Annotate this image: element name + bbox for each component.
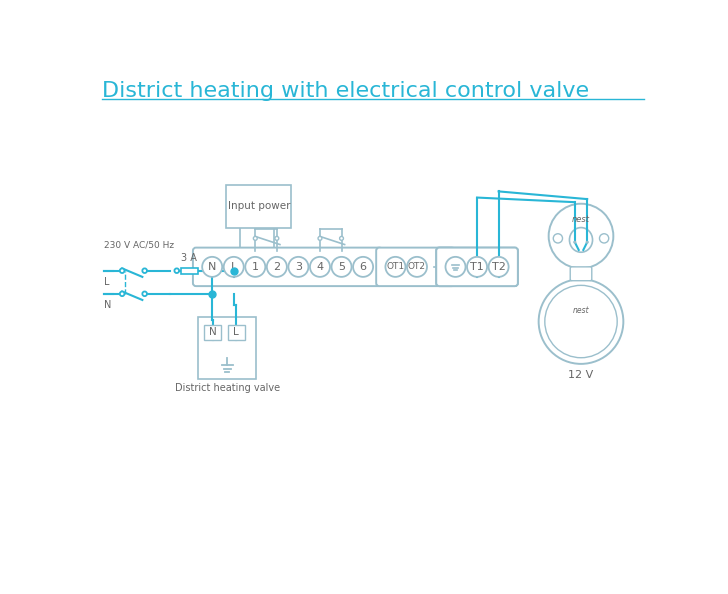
FancyBboxPatch shape xyxy=(570,267,592,281)
Text: District heating with electrical control valve: District heating with electrical control… xyxy=(102,81,589,100)
Circle shape xyxy=(446,257,465,277)
Text: T2: T2 xyxy=(491,262,505,272)
FancyBboxPatch shape xyxy=(436,248,518,286)
FancyBboxPatch shape xyxy=(193,248,382,286)
Bar xyxy=(205,324,221,340)
Circle shape xyxy=(318,236,322,241)
Circle shape xyxy=(385,257,405,277)
Text: L: L xyxy=(103,277,109,287)
Circle shape xyxy=(407,257,427,277)
Text: 3: 3 xyxy=(295,262,302,272)
Text: nest: nest xyxy=(572,214,590,223)
Circle shape xyxy=(120,268,124,273)
Circle shape xyxy=(275,236,279,241)
Circle shape xyxy=(253,236,257,241)
FancyBboxPatch shape xyxy=(376,248,455,286)
Circle shape xyxy=(574,241,577,244)
Circle shape xyxy=(488,257,509,277)
Text: OT2: OT2 xyxy=(408,263,426,271)
Circle shape xyxy=(120,292,124,296)
Text: 6: 6 xyxy=(360,262,367,272)
Text: N: N xyxy=(103,300,111,310)
Circle shape xyxy=(585,241,589,244)
Circle shape xyxy=(331,257,352,277)
Circle shape xyxy=(288,257,309,277)
Bar xyxy=(198,317,256,378)
Circle shape xyxy=(202,257,222,277)
Bar xyxy=(226,185,291,228)
Circle shape xyxy=(553,234,563,243)
Text: N: N xyxy=(209,327,217,337)
Text: 5: 5 xyxy=(338,262,345,272)
Circle shape xyxy=(223,257,244,277)
Ellipse shape xyxy=(569,228,593,252)
Ellipse shape xyxy=(549,204,614,268)
Text: 12 V: 12 V xyxy=(569,370,593,380)
Text: 1: 1 xyxy=(252,262,258,272)
Circle shape xyxy=(599,234,609,243)
Text: nest: nest xyxy=(573,306,589,315)
Circle shape xyxy=(339,236,344,241)
Circle shape xyxy=(467,257,487,277)
Text: 2: 2 xyxy=(273,262,280,272)
Circle shape xyxy=(267,257,287,277)
Text: OT1: OT1 xyxy=(387,263,405,271)
Circle shape xyxy=(539,279,623,364)
Text: 3 A: 3 A xyxy=(181,253,197,263)
Text: T1: T1 xyxy=(470,262,484,272)
Circle shape xyxy=(245,257,265,277)
Text: L: L xyxy=(233,327,239,337)
Circle shape xyxy=(143,268,147,273)
Text: N: N xyxy=(208,262,216,272)
Circle shape xyxy=(310,257,330,277)
Circle shape xyxy=(175,268,179,273)
Circle shape xyxy=(353,257,373,277)
Text: Input power: Input power xyxy=(228,201,290,211)
Text: 4: 4 xyxy=(317,262,323,272)
Bar xyxy=(181,268,197,274)
Bar xyxy=(228,324,245,340)
Text: 230 V AC/50 Hz: 230 V AC/50 Hz xyxy=(103,240,174,249)
Text: L: L xyxy=(231,262,237,272)
Circle shape xyxy=(143,292,147,296)
Text: District heating valve: District heating valve xyxy=(175,383,280,393)
FancyBboxPatch shape xyxy=(436,248,518,286)
